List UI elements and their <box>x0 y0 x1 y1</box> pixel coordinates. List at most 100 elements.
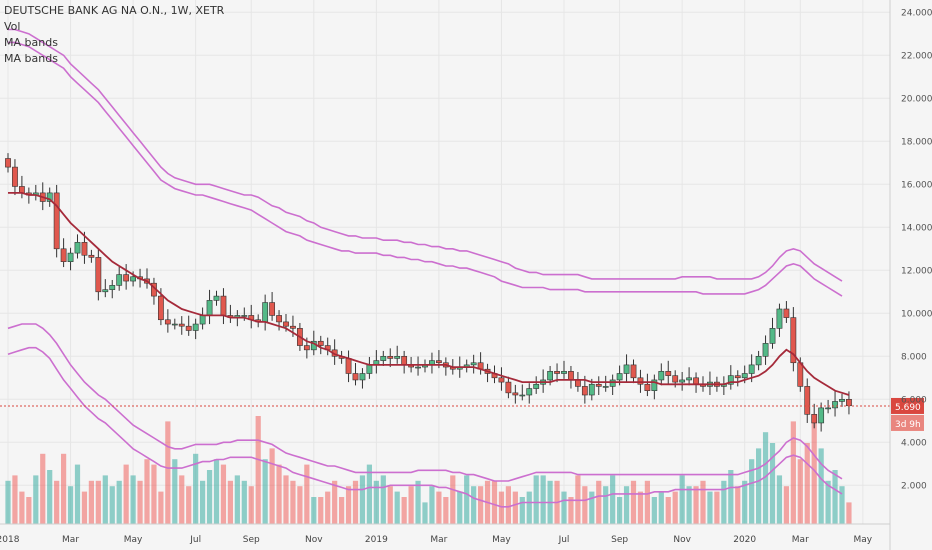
candle <box>178 316 185 335</box>
volume-bar <box>206 470 213 524</box>
candle <box>102 279 109 298</box>
candle-body <box>609 379 616 387</box>
volume-bar <box>610 475 616 524</box>
volume-bar <box>88 480 94 524</box>
volume-bar <box>742 480 748 524</box>
volume-bar <box>457 491 463 524</box>
volume-bar <box>116 480 122 524</box>
candle <box>352 362 359 386</box>
candle-body <box>394 355 401 359</box>
y-tick-label: 2.000 <box>901 481 927 491</box>
volume-bar <box>491 480 498 524</box>
volume-bar <box>422 502 428 524</box>
candle <box>5 153 11 173</box>
candle-body <box>12 166 18 187</box>
x-tick-label: Jul <box>558 535 570 545</box>
indicator-vol[interactable]: Vol <box>4 20 21 33</box>
candle-body <box>206 300 213 316</box>
indicator-ma-bands-2[interactable]: MA bands <box>4 52 58 65</box>
volume-bar <box>818 448 824 524</box>
volume-bar <box>519 497 525 524</box>
volume-bar <box>651 497 657 524</box>
time-axis[interactable]: 2018 Mar May Jul Sep Nov 2019 Mar May Jul Sep Nov 20… <box>0 523 890 545</box>
volume-bar <box>769 443 776 524</box>
x-tick-label: Jul <box>189 535 201 545</box>
countdown-label-bg <box>891 414 924 431</box>
volume-bar <box>276 464 282 524</box>
volume-bar <box>394 491 400 524</box>
volume-bar <box>339 497 345 524</box>
volume-bar <box>318 497 324 524</box>
volume-bar <box>762 432 769 524</box>
candle-body <box>505 381 512 394</box>
candle-body <box>644 383 651 391</box>
candle <box>394 345 401 364</box>
candle <box>602 375 609 392</box>
candle <box>533 376 540 394</box>
candle <box>46 187 53 207</box>
candle-body <box>352 373 359 381</box>
volume-bar <box>596 480 602 524</box>
y-tick-label: 16.000 <box>901 180 932 190</box>
candle-body <box>741 373 748 379</box>
volume-bar <box>408 486 414 524</box>
candle <box>380 350 387 366</box>
volume-bar <box>811 421 817 524</box>
candle-body <box>769 328 776 344</box>
indicator-ma-bands-1[interactable]: MA bands <box>4 36 58 49</box>
volume-bar <box>262 459 268 524</box>
volume-bar <box>832 470 838 524</box>
candle-body <box>783 308 790 318</box>
volume-bar <box>533 475 539 524</box>
volume-bar <box>478 486 484 524</box>
x-tick-label: Mar <box>430 535 447 545</box>
price-axis[interactable]: 24.000 22.000 20.000 18.000 16.000 14.000 12.0… <box>889 0 932 550</box>
y-tick-label: 14.000 <box>901 223 932 233</box>
candle-body <box>602 386 609 388</box>
candle-body <box>561 371 567 374</box>
candle-body <box>637 377 644 385</box>
volume-bar <box>464 475 470 524</box>
candle-body <box>498 377 505 383</box>
candle-body <box>380 355 387 361</box>
candle-body <box>95 257 102 293</box>
volume-bar <box>617 497 623 524</box>
candle-body <box>818 407 825 424</box>
candle-body <box>88 254 95 258</box>
symbol-title[interactable]: DEUTSCHE BANK AG NA O.N., 1W, XETR <box>4 4 225 17</box>
candle <box>88 249 95 263</box>
upper-band-outer <box>8 28 843 282</box>
volume-bar <box>54 480 60 524</box>
volume-bar <box>735 486 741 524</box>
candle <box>317 335 324 355</box>
candle-body <box>568 371 574 381</box>
volume-bar <box>679 475 685 524</box>
candle <box>554 363 560 383</box>
candle <box>644 373 651 397</box>
volume-bar <box>512 491 518 524</box>
candle <box>519 384 526 401</box>
candle-body <box>213 295 220 301</box>
volume-bar <box>19 491 25 524</box>
volume-bar <box>700 480 706 524</box>
candle-body <box>832 401 838 409</box>
candle-body <box>262 302 269 323</box>
candle-body <box>574 379 581 387</box>
candle-body <box>630 364 637 379</box>
candle <box>74 234 81 259</box>
volume-bar <box>200 480 206 524</box>
candle-body <box>734 375 741 379</box>
candle <box>53 184 60 258</box>
volume-bar <box>443 497 449 524</box>
volume-bar <box>255 416 261 524</box>
volume-bar <box>846 502 852 524</box>
candle <box>804 378 811 423</box>
volume-bar <box>540 475 546 524</box>
volume-bar <box>714 491 720 524</box>
candle <box>185 315 192 336</box>
candle <box>505 376 512 399</box>
candle <box>609 374 616 395</box>
candle <box>512 384 519 404</box>
